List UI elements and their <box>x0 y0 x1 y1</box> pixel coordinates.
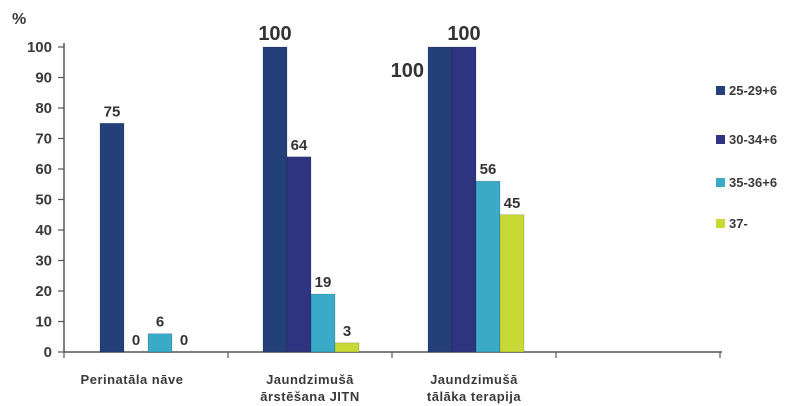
y-tick-label: 90 <box>35 70 52 87</box>
y-axis: 0 10 20 30 40 50 60 70 80 90 100 <box>27 39 65 361</box>
y-tick-label: 50 <box>35 192 52 209</box>
data-label: 75 <box>104 103 121 120</box>
x-axis <box>63 351 722 358</box>
data-label: 100 <box>258 23 291 45</box>
legend-swatch <box>716 178 725 187</box>
data-label: 3 <box>343 323 351 340</box>
category-label: Jaundzimušā <box>266 372 354 387</box>
data-label: 64 <box>291 137 308 154</box>
legend-swatch <box>716 86 725 95</box>
bar <box>262 46 288 353</box>
bar <box>451 46 477 353</box>
bar <box>427 46 453 353</box>
legend-swatch <box>716 135 725 144</box>
data-label: 0 <box>180 332 188 349</box>
legend-swatch <box>716 219 725 228</box>
data-label: 6 <box>156 314 164 331</box>
category-label: Jaundzimušā <box>430 372 518 387</box>
legend-label: 37- <box>729 216 748 231</box>
y-tick-label: 30 <box>35 253 52 270</box>
data-label: 100 <box>391 60 424 82</box>
data-label: 19 <box>315 274 332 291</box>
y-tick-label: 60 <box>35 161 52 178</box>
y-tick-label: 100 <box>27 39 52 56</box>
category-labels: Perinatāla nāve Jaundzimušā ārstēšana JITN… <box>81 372 521 404</box>
bar <box>147 333 173 353</box>
data-label: 45 <box>504 195 521 212</box>
category-label: Perinatāla nāve <box>81 372 184 387</box>
category-label: ārstēšana JITN <box>260 389 360 404</box>
y-tick-label: 70 <box>35 131 52 148</box>
bar <box>475 180 501 353</box>
bar <box>286 156 312 353</box>
y-tick-label: 10 <box>35 314 52 331</box>
y-tick-label: 20 <box>35 283 52 300</box>
category-label: tālāka terapija <box>427 389 521 404</box>
y-tick-label: 80 <box>35 100 52 117</box>
y-tick-label: 0 <box>44 344 52 361</box>
legend: 25-29+6 30-34+6 35-36+6 37- <box>716 83 777 231</box>
y-axis-label: % <box>12 11 26 28</box>
data-label: 100 <box>447 23 480 45</box>
data-labels: 75 060 100 64 19 3 100 100 56 45 <box>104 23 521 349</box>
bars <box>99 46 525 353</box>
legend-label: 25-29+6 <box>729 83 777 98</box>
legend-label: 30-34+6 <box>729 132 777 147</box>
bar <box>310 293 336 353</box>
y-tick-label: 40 <box>35 222 52 239</box>
legend-label: 35-36+6 <box>729 175 777 190</box>
data-label: 56 <box>480 161 497 178</box>
bar <box>499 214 525 353</box>
bar <box>99 122 125 353</box>
bar <box>334 342 360 353</box>
data-label: 0 <box>132 332 140 349</box>
